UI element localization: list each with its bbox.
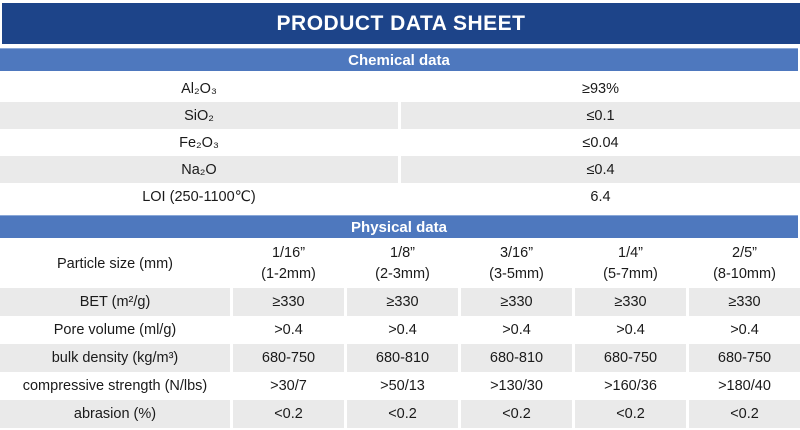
row-value: >0.4 bbox=[233, 316, 344, 344]
chemical-table: Al₂O₃ ≥93% SiO₂ ≤0.1 Fe₂O₃ ≤0.04 Na₂O ≤0… bbox=[0, 75, 800, 210]
size-inch: 1/4” bbox=[618, 245, 643, 261]
row-value: >0.4 bbox=[347, 316, 458, 344]
row-label: Particle size (mm) bbox=[0, 240, 230, 288]
size-mm: (3-5mm) bbox=[489, 266, 544, 282]
row-value: ≥330 bbox=[461, 288, 572, 316]
row-value: 680-810 bbox=[347, 344, 458, 372]
row-value: <0.2 bbox=[233, 400, 344, 428]
section-header-chemical-label: Chemical data bbox=[348, 51, 450, 69]
size-inch: 3/16” bbox=[499, 245, 534, 261]
size-mm: (5-7mm) bbox=[603, 266, 658, 282]
row-label: Pore volume (ml/g) bbox=[0, 316, 230, 344]
column-header: 3/16” (3-5mm) bbox=[461, 240, 572, 288]
row-value: 680-750 bbox=[233, 344, 344, 372]
row-value: 6.4 bbox=[401, 183, 800, 210]
row-value: ≥330 bbox=[233, 288, 344, 316]
row-label: compressive strength (N/lbs) bbox=[0, 372, 230, 400]
size-mm: (1-2mm) bbox=[261, 266, 316, 282]
row-label: Fe₂O₃ bbox=[0, 129, 398, 156]
page-title: PRODUCT DATA SHEET bbox=[276, 11, 526, 35]
section-header-chemical: Chemical data bbox=[0, 48, 798, 71]
row-label: Al₂O₃ bbox=[0, 75, 398, 102]
row-value: <0.2 bbox=[347, 400, 458, 428]
row-value: >160/36 bbox=[575, 372, 686, 400]
row-value: <0.2 bbox=[689, 400, 800, 428]
row-value: >0.4 bbox=[461, 316, 572, 344]
row-value: <0.2 bbox=[461, 400, 572, 428]
row-value: ≤0.04 bbox=[401, 129, 800, 156]
size-inch: 1/8” bbox=[390, 245, 415, 261]
row-value: ≥330 bbox=[689, 288, 800, 316]
row-value: ≥330 bbox=[575, 288, 686, 316]
row-value: ≥93% bbox=[401, 75, 800, 102]
row-label: SiO₂ bbox=[0, 102, 398, 129]
row-value: ≤0.4 bbox=[401, 156, 800, 183]
row-value: 680-750 bbox=[689, 344, 800, 372]
row-value: 680-750 bbox=[575, 344, 686, 372]
section-header-physical-label: Physical data bbox=[351, 218, 447, 236]
row-value: ≥330 bbox=[347, 288, 458, 316]
physical-table: Particle size (mm) 1/16” (1-2mm) 1/8” (2… bbox=[0, 240, 800, 428]
row-value: ≤0.1 bbox=[401, 102, 800, 129]
row-label: BET (m²/g) bbox=[0, 288, 230, 316]
column-header: 1/16” (1-2mm) bbox=[233, 240, 344, 288]
size-mm: (8-10mm) bbox=[713, 266, 776, 282]
row-value: >50/13 bbox=[347, 372, 458, 400]
section-header-physical: Physical data bbox=[0, 215, 798, 238]
size-inch: 1/16” bbox=[271, 245, 306, 261]
row-value: >0.4 bbox=[689, 316, 800, 344]
row-label: LOI (250-1100℃) bbox=[0, 183, 398, 210]
row-value: <0.2 bbox=[575, 400, 686, 428]
row-label: bulk density (kg/m³) bbox=[0, 344, 230, 372]
column-header: 2/5” (8-10mm) bbox=[689, 240, 800, 288]
column-header: 1/4” (5-7mm) bbox=[575, 240, 686, 288]
size-inch: 2/5” bbox=[732, 245, 757, 261]
column-header: 1/8” (2-3mm) bbox=[347, 240, 458, 288]
row-label: Na₂O bbox=[0, 156, 398, 183]
row-value: >0.4 bbox=[575, 316, 686, 344]
row-value: 680-810 bbox=[461, 344, 572, 372]
row-value: >180/40 bbox=[689, 372, 800, 400]
row-label: abrasion (%) bbox=[0, 400, 230, 428]
row-value: >30/7 bbox=[233, 372, 344, 400]
title-bar: PRODUCT DATA SHEET bbox=[2, 3, 800, 44]
size-mm: (2-3mm) bbox=[375, 266, 430, 282]
row-value: >130/30 bbox=[461, 372, 572, 400]
